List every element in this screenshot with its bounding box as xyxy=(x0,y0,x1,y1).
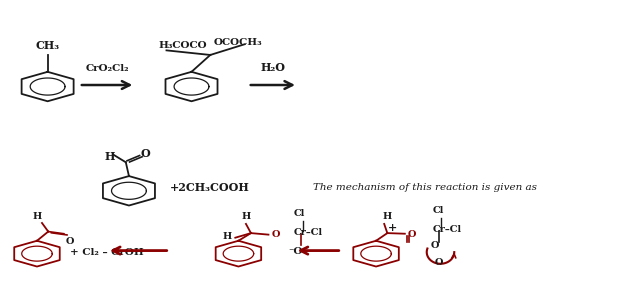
Text: H: H xyxy=(382,213,392,221)
Text: CH₃: CH₃ xyxy=(36,40,60,51)
Text: H: H xyxy=(33,212,41,221)
Text: Cl: Cl xyxy=(432,206,444,215)
Text: O: O xyxy=(408,230,416,239)
Text: Cl: Cl xyxy=(294,209,305,218)
Text: OCOCH₃: OCOCH₃ xyxy=(213,38,262,47)
Text: O: O xyxy=(431,241,439,250)
Text: Cr–Cl: Cr–Cl xyxy=(293,228,323,237)
Text: +: + xyxy=(387,222,397,233)
Text: CrO₂Cl₂: CrO₂Cl₂ xyxy=(85,64,129,73)
Text: O: O xyxy=(65,237,74,246)
Text: H: H xyxy=(241,213,251,221)
Text: + Cl₂ – CrOH: + Cl₂ – CrOH xyxy=(70,248,143,257)
Text: Cr–Cl: Cr–Cl xyxy=(433,225,462,234)
Text: +2CH₃COOH: +2CH₃COOH xyxy=(170,182,250,193)
Text: H: H xyxy=(105,151,115,162)
Text: H: H xyxy=(223,232,232,241)
Text: O: O xyxy=(435,258,443,267)
Text: H₃COCO: H₃COCO xyxy=(159,41,207,51)
Text: The mechanism of this reaction is given as: The mechanism of this reaction is given … xyxy=(314,183,537,192)
Text: ⁻O: ⁻O xyxy=(288,247,303,256)
Text: O: O xyxy=(271,230,280,239)
Text: O: O xyxy=(141,148,150,159)
Text: H₂O: H₂O xyxy=(260,62,285,73)
